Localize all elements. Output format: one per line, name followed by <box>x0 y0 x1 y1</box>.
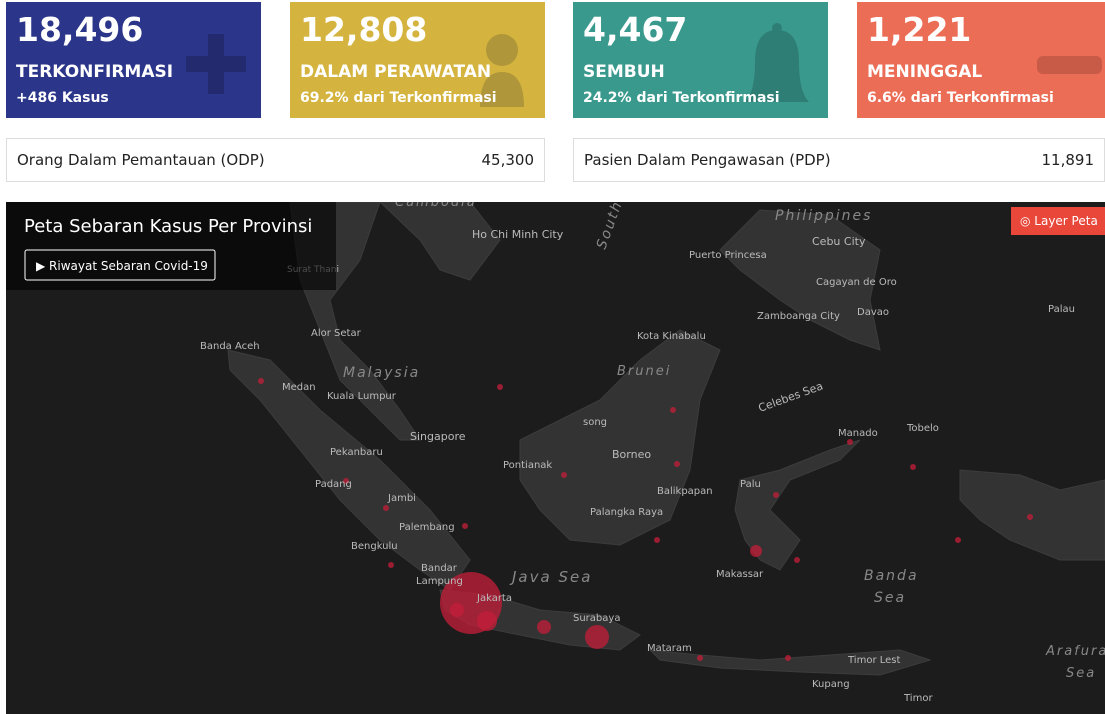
map-label: Bandar <box>421 563 458 574</box>
map-label: Philippines <box>775 208 872 224</box>
map-label: Lampung <box>416 576 463 587</box>
map-label: Bengkulu <box>351 541 398 552</box>
info-label: Pasien Dalam Pengawasan (PDP) <box>584 151 831 169</box>
map-label: Zamboanga City <box>757 311 840 322</box>
map-label: Kuala Lumpur <box>327 391 397 402</box>
map-label: Java Sea <box>509 568 592 586</box>
map-label: Davao <box>857 307 889 318</box>
map-label: Ho Chi Minh City <box>472 228 564 241</box>
map-label: Mataram <box>647 643 692 654</box>
card-value: 18,496 <box>16 10 144 49</box>
history-button[interactable] <box>24 249 216 281</box>
map-label: Pekanbaru <box>330 447 383 458</box>
map-label: Alor Setar <box>311 328 362 339</box>
map-label: Banda <box>864 568 919 584</box>
map-label: Tobelo <box>906 423 939 434</box>
card-treated: 12,808 DALAM PERAWATAN 69.2% dari Terkon… <box>290 2 545 118</box>
layer-button-label[interactable]: ◎ Layer Peta <box>1020 214 1098 228</box>
map-label: Balikpapan <box>657 486 713 497</box>
info-value: 11,891 <box>1041 151 1095 169</box>
map-label: Borneo <box>612 448 651 461</box>
card-sub: 24.2% dari Terkonfirmasi <box>583 90 780 106</box>
map-label: Puerto Princesa <box>689 250 767 261</box>
card-value: 1,221 <box>867 10 972 49</box>
layer-button[interactable] <box>1011 207 1105 235</box>
map-label: Palembang <box>399 522 455 533</box>
map-label: song <box>583 417 607 428</box>
title-panel <box>6 202 336 290</box>
card-label: SEMBUH <box>583 62 665 82</box>
map-label: Palu <box>740 479 761 490</box>
map-label: Kota Kinabalu <box>637 331 706 342</box>
card-value: 12,808 <box>300 10 428 49</box>
map-label: Manado <box>838 428 878 439</box>
card-value: 4,467 <box>583 10 688 49</box>
card-sub: +486 Kasus <box>16 90 109 106</box>
map-label: Palau <box>1048 304 1075 315</box>
map-label: Sea <box>874 590 906 606</box>
map-label: Cambodia <box>395 202 477 210</box>
map-label: Surabaya <box>573 613 620 624</box>
case-markers <box>258 378 1033 661</box>
map-label: Malaysia <box>343 365 420 381</box>
map-label: Medan <box>282 382 316 393</box>
card-label: MENINGGAL <box>867 62 983 82</box>
map-label: Arafura <box>1045 644 1105 659</box>
card-recovered: 4,467 SEMBUH 24.2% dari Terkonfirmasi <box>573 2 828 118</box>
map-label: Singapore <box>410 430 466 443</box>
map-label: Brunei <box>617 364 671 379</box>
map-title: Peta Sebaran Kasus Per Provinsi <box>24 216 312 237</box>
card-confirmed: 18,496 TERKONFIRMASI +486 Kasus <box>6 2 261 118</box>
info-odp: Orang Dalam Pemantauan (ODP) 45,300 <box>6 138 545 182</box>
map-label: Padang <box>315 479 352 490</box>
map-label: Kupang <box>812 679 850 690</box>
map-label: Palangka Raya <box>590 507 663 518</box>
card-sub: 6.6% dari Terkonfirmasi <box>867 90 1054 106</box>
history-button-label[interactable]: ▶ Riwayat Sebaran Covid-19 <box>36 259 208 273</box>
card-sub: 69.2% dari Terkonfirmasi <box>300 90 497 106</box>
map-label: Makassar <box>716 569 764 580</box>
map-label: Jakarta <box>476 593 512 604</box>
map-label: Timor <box>903 693 933 704</box>
info-value: 45,300 <box>481 151 535 169</box>
map-label: Banda Aceh <box>200 341 260 352</box>
map-label: Jambi <box>387 493 416 504</box>
card-deaths: 1,221 MENINGGAL 6.6% dari Terkonfirmasi <box>857 2 1105 118</box>
map-label: Cagayan de Oro <box>816 277 897 288</box>
card-label: DALAM PERAWATAN <box>300 62 492 82</box>
map-label: Cebu City <box>812 235 866 248</box>
map-label: Timor Lest <box>847 655 900 666</box>
info-pdp: Pasien Dalam Pengawasan (PDP) 11,891 <box>573 138 1105 182</box>
map-label: Sea <box>1066 666 1096 681</box>
info-label: Orang Dalam Pemantauan (ODP) <box>17 151 265 169</box>
card-label: TERKONFIRMASI <box>16 62 174 82</box>
map-label: Pontianak <box>503 460 552 471</box>
